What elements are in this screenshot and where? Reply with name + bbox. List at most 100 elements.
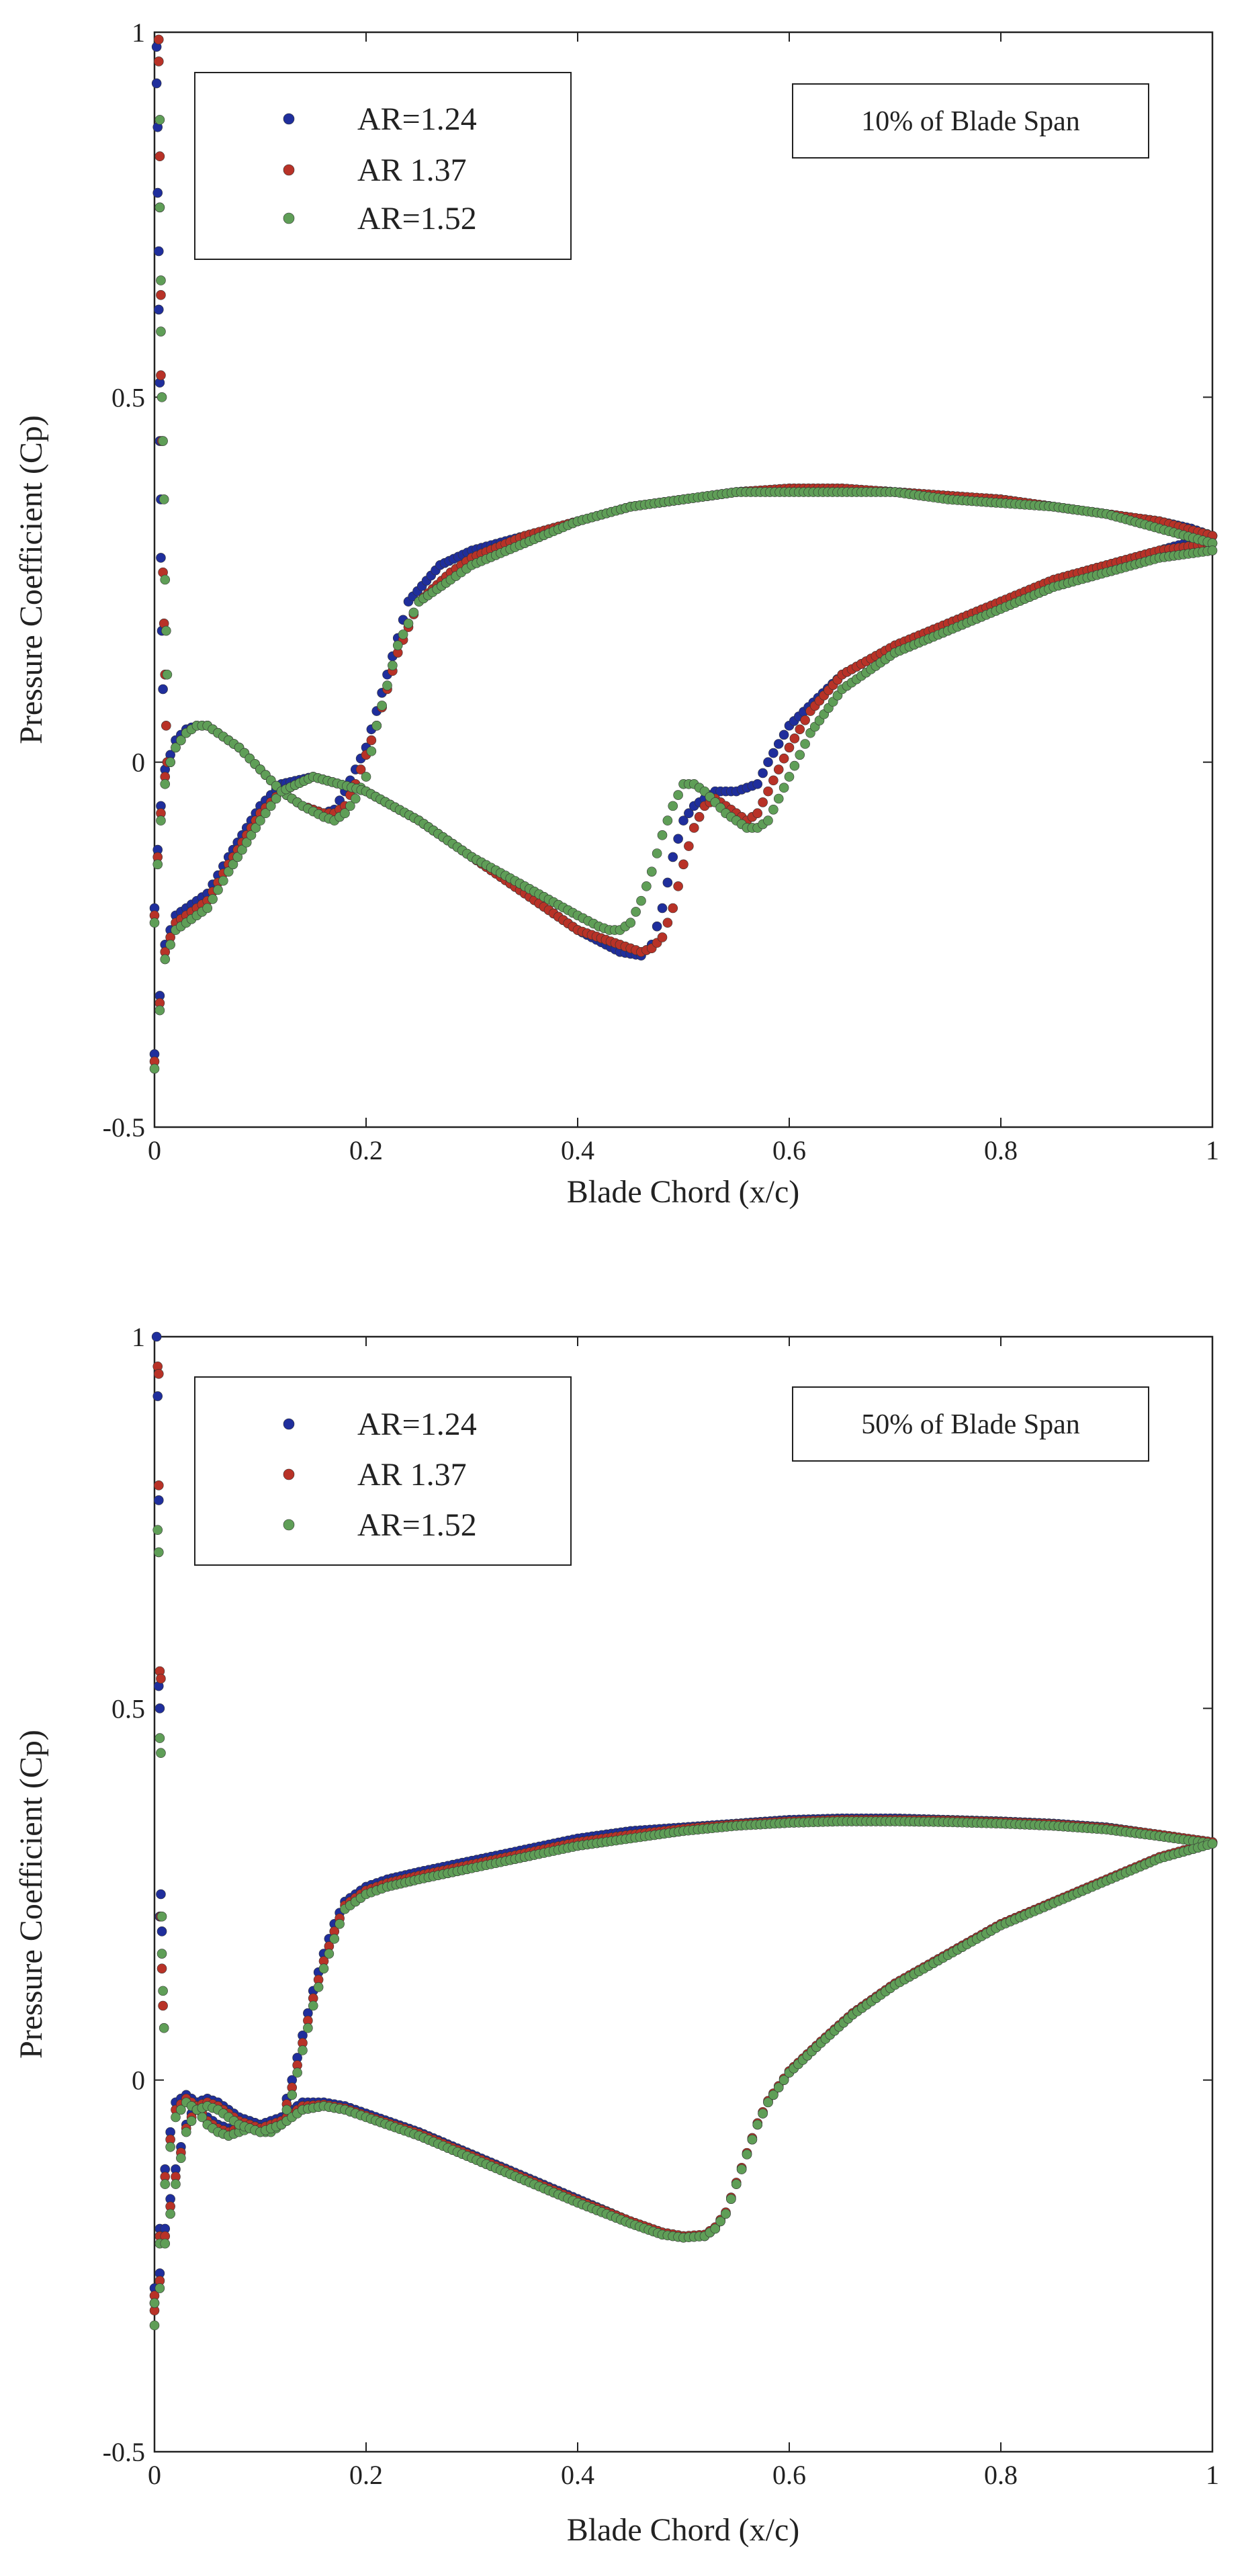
data-point-leading-edge: [151, 78, 162, 89]
data-point-leading-edge: [157, 1926, 167, 1937]
annotation-box: 10% of Blade Span: [792, 83, 1149, 159]
data-point-lower: [800, 739, 810, 749]
data-point-leading-edge: [156, 1748, 166, 1759]
data-point-leading-edge: [151, 1331, 162, 1342]
data-point-upper: [152, 859, 163, 870]
y-tick-label: -0.5: [103, 1112, 145, 1143]
data-point-lower: [652, 921, 662, 932]
y-tick-label: 0: [132, 748, 145, 778]
data-point-lower: [688, 823, 699, 833]
y-axis-title: Pressure Coefficient (Cp): [13, 415, 49, 744]
data-point-leading-edge: [157, 1963, 167, 1973]
data-point-leading-edge: [152, 1391, 163, 1401]
data-point-lower: [668, 852, 678, 862]
data-point-upper: [377, 701, 387, 711]
data-point-leading-edge: [152, 1525, 163, 1536]
legend-marker-ar152: [283, 212, 295, 224]
data-point-leading-edge: [162, 669, 173, 680]
data-point-upper: [329, 1934, 340, 1944]
data-point-lower: [171, 2179, 181, 2189]
data-point-lower: [684, 808, 694, 819]
data-point-lower: [228, 859, 238, 870]
data-point-leading-edge: [154, 246, 164, 257]
data-point-lower: [694, 811, 705, 822]
data-point-upper: [366, 746, 377, 756]
data-point-upper: [398, 629, 408, 639]
data-point-leading-edge: [156, 553, 166, 563]
data-point-leading-edge: [156, 1673, 166, 1684]
x-tick-label: 0.4: [561, 1135, 594, 1165]
data-point-upper: [355, 764, 366, 774]
data-point-lower: [208, 894, 218, 904]
data-point-upper: [403, 618, 414, 629]
x-axis-title: Blade Chord (x/c): [567, 2512, 800, 2548]
data-point-lower: [763, 815, 773, 826]
data-point-upper: [324, 1949, 335, 1959]
data-point-lower: [678, 859, 688, 870]
data-point-lower: [752, 808, 763, 819]
data-point-lower: [181, 2127, 191, 2137]
data-point-lower: [202, 903, 213, 914]
data-points: [149, 1331, 1218, 2331]
data-point-lower: [657, 830, 668, 840]
data-point-lower: [265, 801, 276, 811]
data-point-upper: [308, 2000, 318, 2011]
data-point-upper: [149, 2298, 160, 2308]
data-point-lower: [154, 2283, 165, 2293]
legend-marker-ar124: [283, 1418, 295, 1430]
data-point-lower: [246, 830, 257, 840]
data-point-upper: [371, 721, 382, 731]
data-point-lower: [662, 815, 673, 826]
legend-label-ar137: AR 1.37: [357, 152, 467, 188]
data-point-lower: [795, 724, 805, 735]
data-point-lower: [657, 903, 668, 914]
data-point-leading-edge: [154, 115, 165, 125]
legend-label-ar152: AR=1.52: [357, 1507, 477, 1543]
data-point-lower: [773, 2082, 784, 2093]
data-point-leading-edge: [158, 1986, 168, 1996]
data-point-lower: [160, 2238, 171, 2249]
y-tick-label: 0.5: [112, 382, 145, 412]
legend-marker-ar137: [283, 1468, 295, 1480]
data-point-upper: [171, 742, 181, 753]
legend-marker-ar137: [283, 164, 295, 176]
data-point-leading-edge: [154, 304, 164, 315]
data-point-lower: [668, 903, 678, 914]
data-point-leading-edge: [156, 290, 166, 300]
data-point-leading-edge: [159, 494, 169, 504]
x-axis-title: Blade Chord (x/c): [567, 1174, 800, 1210]
data-point-upper: [298, 2045, 308, 2055]
data-point-upper: [345, 801, 355, 811]
data-point-upper: [340, 808, 350, 819]
data-point-lower: [768, 775, 778, 786]
data-point-leading-edge: [159, 2023, 169, 2033]
data-point-upper: [156, 815, 166, 826]
data-point-lower: [673, 881, 683, 891]
data-point-leading-edge: [154, 1703, 165, 1714]
legend-label-ar152: AR=1.52: [357, 201, 477, 236]
data-point-leading-edge: [156, 275, 166, 285]
data-point-lower: [784, 772, 795, 782]
x-tick-label: 1: [1206, 1135, 1219, 1165]
data-point-leading-edge: [157, 392, 167, 402]
data-point-lower: [773, 764, 784, 774]
data-point-upper: [176, 2104, 186, 2115]
data-point-lower: [213, 885, 223, 895]
data-point-lower: [261, 808, 271, 819]
data-points: [149, 34, 1218, 1074]
axis-ticks: [154, 32, 1213, 1128]
data-point-lower: [636, 895, 646, 906]
y-tick-label: 0.5: [112, 1693, 145, 1724]
data-point-lower: [747, 2134, 758, 2145]
chart-panel-50pct: 0 0.2 0.4 0.6 0.8 1 -0.5 0 0.5 1 Blade C…: [13, 1322, 1219, 2548]
data-point-lower: [778, 729, 789, 740]
data-point-lower: [800, 715, 810, 725]
series-ar-1-52: [149, 1525, 1218, 2331]
data-point-lower: [165, 940, 175, 950]
data-point-lower: [255, 815, 265, 826]
data-point-leading-edge: [156, 370, 166, 381]
series-ar-1-52: [149, 115, 1218, 1074]
data-point-lower: [657, 932, 668, 942]
data-point-lower: [160, 954, 171, 965]
data-point-lower: [795, 750, 805, 760]
